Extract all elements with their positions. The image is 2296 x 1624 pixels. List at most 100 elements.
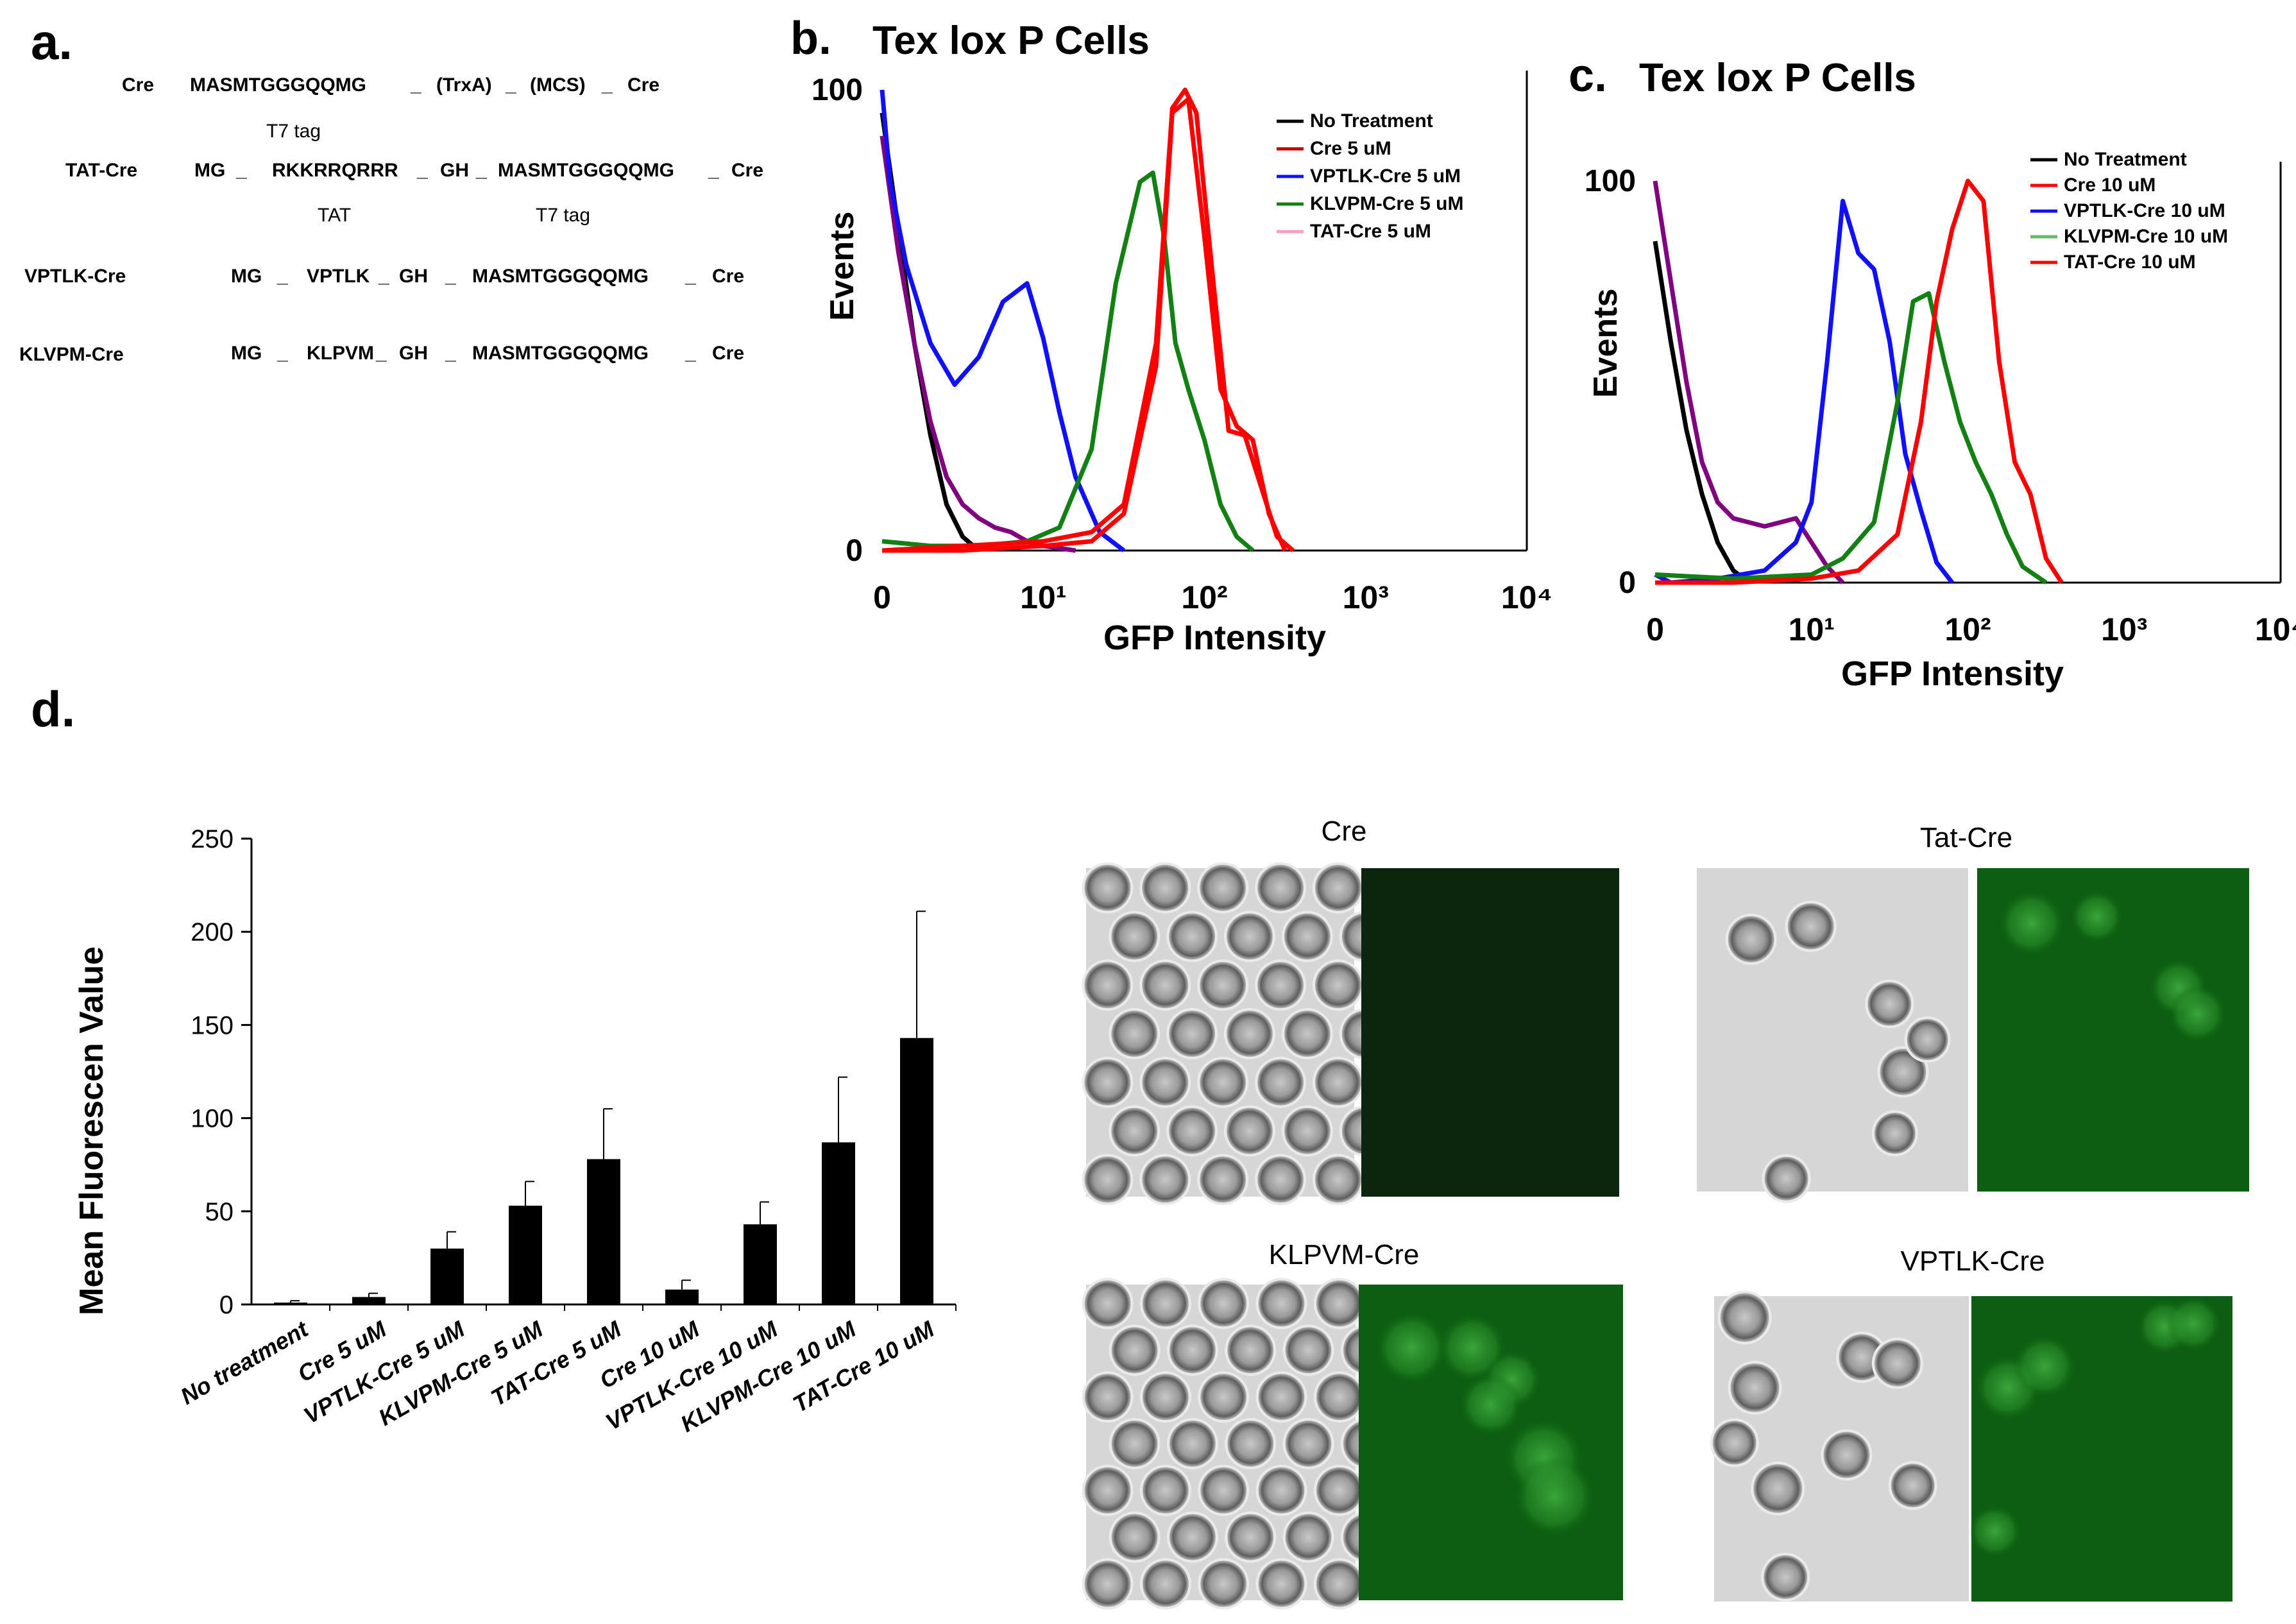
- construct-part: KLPVM: [307, 343, 374, 364]
- cell: [1109, 910, 1161, 962]
- cell: [1198, 1278, 1250, 1329]
- construct-sublabel: TAT: [318, 205, 351, 226]
- cell: [1197, 1056, 1249, 1108]
- series-line: [880, 112, 981, 552]
- cell: [1761, 1552, 1810, 1602]
- cell: [1166, 1324, 1218, 1376]
- construct-part: _: [505, 74, 516, 96]
- cell: [1282, 1417, 1334, 1469]
- cell: [1313, 1371, 1365, 1423]
- cell: [1725, 913, 1777, 965]
- cell: [1082, 1278, 1134, 1329]
- series-line: [1653, 180, 1845, 585]
- cell: [1225, 1511, 1277, 1563]
- y-tick-label: 100: [191, 1105, 234, 1133]
- bar-chart-d: Mean Fluorescen Value 0 50 100 150 200 250 No …: [73, 825, 957, 1437]
- y-tick-label: 100: [812, 73, 863, 107]
- construct-part: _: [416, 160, 428, 181]
- cell: [1255, 862, 1307, 914]
- cell: [1109, 1105, 1161, 1157]
- construct-part: GH: [399, 343, 428, 364]
- cell: [1166, 910, 1218, 962]
- brightfield-vptlk-cre: [1710, 1290, 1969, 1602]
- histogram-b: Tex lox P Cells Events GFP Intensity No …: [812, 19, 1552, 657]
- legend-label: TAT-Cre 10 uM: [2064, 252, 2196, 273]
- series-line: [882, 96, 1288, 553]
- cell: [1223, 910, 1275, 962]
- cell: [1762, 1154, 1811, 1203]
- cell: [1082, 1371, 1134, 1423]
- construct-tat-cre: TAT-Cre MG _ RKKRRQRRR _ GH _ MASMTGGGQQ…: [65, 160, 763, 226]
- legend-label: No Treatment: [2064, 149, 2187, 170]
- construct-name: Cre: [122, 74, 154, 96]
- construct-name: VPTLK-Cre: [24, 266, 126, 287]
- cell: [1082, 1056, 1134, 1108]
- cell: [1255, 1558, 1307, 1610]
- legend-label: TAT-Cre 5 uM: [1310, 221, 1431, 242]
- x-tick-label: 10³: [2101, 611, 2147, 647]
- legend: No Treatment Cre 5 uM VPTLK-Cre 5 uM KLVPM-…: [1277, 110, 1463, 242]
- cell: [1281, 1105, 1333, 1157]
- fluorescent-cell: [1999, 891, 2064, 955]
- construct-part: MG: [194, 160, 225, 181]
- cell: [1888, 1461, 1937, 1510]
- construct-part: _: [378, 266, 389, 287]
- fluorescent-cell: [2169, 985, 2226, 1042]
- cell: [1785, 900, 1837, 952]
- bar: [822, 1142, 855, 1304]
- micrograph-tat-cre: Tat-Cre: [1920, 822, 2012, 853]
- fluorescent-cell: [1969, 1505, 2021, 1557]
- y-tick-label: 150: [191, 1011, 234, 1039]
- construct-vptlk-cre: VPTLK-Cre MG _ VPTLK _ GH _ MASMTGGGQQMG…: [24, 266, 744, 287]
- construct-part: RKKRRQRRR: [272, 160, 398, 181]
- cell: [1139, 1056, 1191, 1108]
- cell: [1139, 1278, 1191, 1329]
- panel-label-c: c.: [1569, 50, 1607, 101]
- bar: [274, 1303, 307, 1304]
- construct-part: _: [475, 160, 487, 181]
- y-tick-label: 0: [846, 534, 863, 568]
- y-axis-label: Mean Fluorescen Value: [73, 946, 110, 1315]
- fluorescent-cell: [1460, 1373, 1522, 1435]
- fluorescent-cell: [2071, 891, 2123, 943]
- x-tick-label: 10⁴: [1501, 579, 1552, 615]
- legend-label: No Treatment: [1310, 110, 1433, 132]
- plot-area: [880, 71, 1528, 553]
- cell: [1166, 1511, 1218, 1563]
- cell: [1225, 1324, 1277, 1376]
- cell: [1166, 1008, 1218, 1060]
- construct-sublabel: T7 tag: [266, 121, 321, 142]
- x-axis-label: GFP Intensity: [1103, 619, 1326, 657]
- panel-label-d: d.: [31, 681, 75, 737]
- cell: [1717, 1290, 1772, 1345]
- cell: [1255, 1154, 1307, 1206]
- cell: [1139, 1154, 1191, 1206]
- x-tick-label: 10¹: [1020, 579, 1066, 615]
- x-tick-label: No treatment: [176, 1315, 314, 1410]
- cell: [1871, 1337, 1923, 1389]
- micrograph-klpvm-cre: KLPVM-Cre: [1269, 1239, 1420, 1270]
- construct-cre: Cre MASMTGGGQQMG _ (TrxA) _ (MCS) _ Cre …: [122, 74, 659, 142]
- cell: [1865, 979, 1914, 1029]
- construct-part: MASMTGGGQQMG: [498, 160, 674, 181]
- micrograph-label: Tat-Cre: [1920, 822, 2012, 853]
- cell: [1198, 1371, 1250, 1423]
- cell: [1198, 1558, 1250, 1610]
- cell: [1225, 1417, 1277, 1469]
- construct-part: Cre: [731, 160, 763, 181]
- fluorescent-cell: [1514, 1456, 1594, 1536]
- cell: [1109, 1324, 1161, 1376]
- cell: [1313, 1464, 1365, 1516]
- cell: [1312, 959, 1364, 1011]
- brightfield-tat-cre: [1697, 868, 1968, 1203]
- cell: [1710, 1418, 1759, 1467]
- fluorescent-cell: [2166, 1296, 2220, 1351]
- construct-part: _: [235, 160, 247, 181]
- cell: [1312, 862, 1364, 914]
- construct-klvpm-cre: KLVPM-Cre MG _ KLPVM _ GH _ MASMTGGGQQMG…: [19, 343, 744, 365]
- y-tick-label: 100: [1585, 164, 1636, 198]
- x-tick-label: 10¹: [1789, 611, 1835, 647]
- construct-part: GH: [440, 160, 469, 181]
- micrograph-label: KLPVM-Cre: [1269, 1239, 1420, 1270]
